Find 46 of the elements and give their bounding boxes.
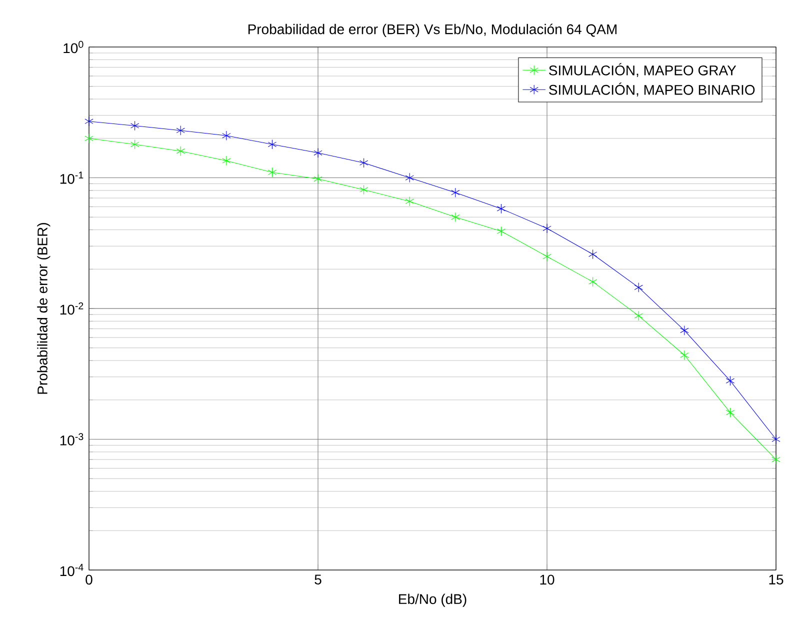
x-tick-label: 10 xyxy=(540,574,554,585)
point xyxy=(726,408,735,418)
point xyxy=(176,126,185,136)
point xyxy=(314,174,322,184)
x-axis-title: Eb/No (dB) xyxy=(399,594,466,607)
chart-title: Probabilidad de error (BER) Vs Eb/No, Modulación 64 QAM xyxy=(248,24,616,37)
point xyxy=(176,146,185,156)
x-tick-label: 5 xyxy=(314,574,322,584)
y-tick-label: 10$^{-2}$ xyxy=(60,302,84,315)
point xyxy=(405,172,414,183)
point xyxy=(588,276,598,287)
point xyxy=(130,139,140,150)
point xyxy=(268,139,277,150)
point xyxy=(772,434,780,444)
point xyxy=(542,223,552,234)
point xyxy=(451,188,460,198)
point xyxy=(680,325,689,336)
point xyxy=(84,116,94,126)
y-axis-title: Probabilidad de error (BER) xyxy=(37,223,50,394)
point xyxy=(634,310,643,321)
y-tick-label: 10$^{0}$ xyxy=(64,40,84,54)
point xyxy=(451,212,460,222)
point xyxy=(130,120,140,131)
point xyxy=(542,252,552,262)
legend-label: SIMULACIÓN, MAPEO GRAY xyxy=(549,63,736,78)
x-tick-label: 0 xyxy=(86,574,92,585)
point xyxy=(496,204,506,214)
point xyxy=(359,158,368,168)
x-tick-label: 15 xyxy=(769,574,784,584)
point xyxy=(222,130,231,141)
point xyxy=(680,350,689,360)
point xyxy=(268,167,277,178)
point xyxy=(405,196,414,206)
point xyxy=(496,226,506,236)
y-tick-label: 10$^{-3}$ xyxy=(60,433,84,446)
legend-label: SIMULACIÓN, MAPEO BINARIO xyxy=(549,82,755,96)
y-tick-label: 10$^{-4}$ xyxy=(60,564,84,576)
point xyxy=(359,184,368,195)
point xyxy=(634,282,643,292)
point xyxy=(726,376,735,386)
point xyxy=(84,133,94,144)
point xyxy=(314,148,322,158)
y-tick-label: 10$^{-1}$ xyxy=(60,172,84,184)
point xyxy=(588,249,598,260)
point xyxy=(772,454,780,464)
point xyxy=(222,156,231,166)
